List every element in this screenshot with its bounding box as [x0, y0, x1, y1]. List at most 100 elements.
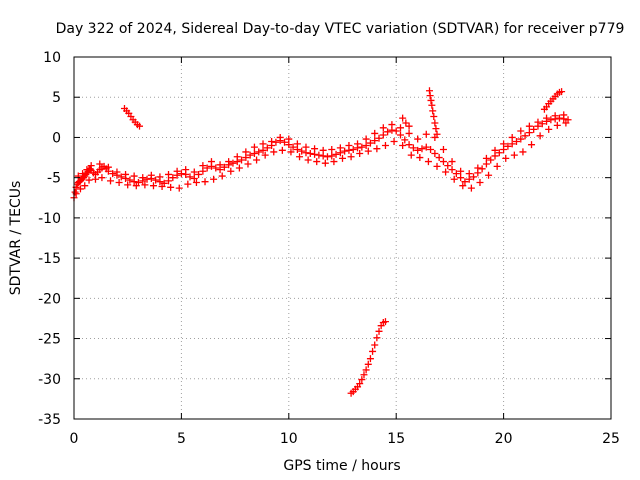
data-point: [358, 376, 366, 384]
data-point: [332, 150, 340, 158]
y-tick-label: -10: [38, 211, 61, 227]
data-point: [158, 183, 166, 191]
data-point: [212, 164, 220, 172]
data-point: [341, 147, 349, 155]
data-point: [304, 156, 312, 164]
series-spike-16h: [425, 87, 441, 138]
data-point: [375, 134, 383, 142]
x-axis-title: GPS time / hours: [283, 458, 400, 474]
data-point: [87, 162, 95, 170]
data-point: [521, 132, 529, 140]
data-point: [474, 164, 482, 172]
data-point: [427, 146, 435, 154]
data-point: [272, 138, 280, 146]
data-point: [390, 137, 398, 145]
data-point: [210, 175, 218, 183]
data-point: [491, 146, 499, 154]
data-point: [313, 158, 321, 166]
data-point: [126, 176, 134, 184]
data-point: [448, 166, 456, 174]
data-point: [465, 170, 473, 178]
data-point: [402, 119, 410, 127]
data-point: [139, 174, 147, 182]
data-point: [543, 114, 551, 122]
data-point: [504, 142, 512, 150]
data-point: [270, 148, 278, 156]
data-point: [384, 128, 392, 136]
series-spike-15h: [399, 114, 413, 130]
data-point: [238, 156, 246, 164]
data-point: [555, 114, 563, 122]
data-point: [321, 159, 329, 167]
data-point: [173, 167, 181, 175]
data-point: [229, 159, 237, 167]
data-point: [444, 162, 452, 170]
series-rise-22h: [540, 88, 566, 113]
data-point: [201, 178, 209, 186]
y-tick-label: -20: [38, 291, 61, 307]
data-point: [98, 174, 106, 182]
data-point: [360, 371, 368, 379]
data-point: [147, 171, 155, 179]
series-arc-early: [120, 104, 144, 130]
data-point: [130, 172, 138, 180]
data-point: [298, 147, 306, 155]
data-point: [356, 150, 364, 158]
data-point: [182, 166, 190, 174]
data-point: [396, 131, 404, 139]
data-point: [250, 143, 258, 151]
data-point: [407, 151, 415, 159]
data-point: [560, 111, 568, 119]
data-point: [207, 158, 215, 166]
data-point: [349, 146, 357, 154]
data-point: [547, 116, 555, 124]
data-point: [431, 150, 439, 158]
data-point: [132, 182, 140, 190]
data-point: [225, 158, 233, 166]
data-point: [510, 151, 518, 159]
data-point: [175, 184, 183, 192]
data-point: [190, 168, 198, 176]
data-point: [86, 165, 94, 173]
data-point: [476, 178, 484, 186]
data-point: [388, 121, 396, 129]
data-point: [83, 166, 91, 174]
data-point: [493, 162, 501, 170]
data-point: [459, 182, 467, 190]
series-band-high: [74, 111, 568, 182]
data-point: [508, 140, 516, 148]
data-point: [328, 146, 336, 154]
data-point: [141, 181, 149, 189]
data-point: [246, 151, 254, 159]
data-point: [289, 143, 297, 151]
data-point: [439, 146, 447, 154]
data-point: [109, 170, 117, 178]
data-point: [396, 124, 404, 132]
data-point: [409, 144, 417, 152]
data-point: [366, 139, 374, 147]
data-point: [482, 154, 490, 162]
data-point: [414, 146, 422, 154]
x-tick-label: 15: [387, 431, 405, 447]
data-point: [364, 360, 372, 368]
data-point: [253, 156, 261, 164]
data-point: [117, 173, 125, 181]
data-point: [293, 140, 301, 148]
data-point: [79, 170, 87, 178]
data-point: [96, 160, 104, 168]
x-tick-label: 20: [495, 431, 513, 447]
data-point: [259, 140, 267, 148]
data-point: [432, 125, 440, 133]
data-point: [429, 107, 437, 115]
y-ticks: 10 5 0 -5 -10 -15 -20 -25 -30 -35: [38, 50, 611, 428]
y-tick-label: -30: [38, 372, 61, 388]
data-point: [379, 131, 387, 139]
data-point: [371, 341, 379, 349]
data-point: [435, 154, 443, 162]
data-point: [311, 145, 319, 153]
data-point: [199, 162, 207, 170]
y-tick-label: 10: [43, 50, 61, 66]
chart-title: Day 322 of 2024, Sidereal Day-to-day VTE…: [56, 21, 625, 37]
data-point: [414, 135, 422, 143]
data-point: [517, 127, 525, 135]
